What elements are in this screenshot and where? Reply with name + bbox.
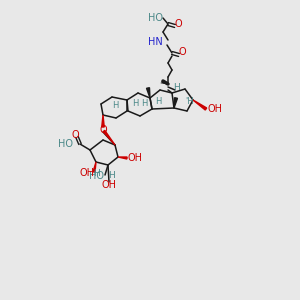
Text: HO: HO xyxy=(148,13,163,23)
Text: O: O xyxy=(99,125,107,135)
Text: OH: OH xyxy=(128,153,143,163)
Text: H: H xyxy=(112,101,118,110)
Text: H: H xyxy=(172,82,179,91)
Polygon shape xyxy=(102,115,104,127)
Text: HO: HO xyxy=(89,171,104,181)
Text: OH: OH xyxy=(79,168,94,178)
Polygon shape xyxy=(193,100,207,110)
Text: HN: HN xyxy=(148,37,163,47)
Text: O: O xyxy=(174,19,182,29)
Text: H: H xyxy=(108,172,115,181)
Polygon shape xyxy=(146,88,150,98)
Text: OH: OH xyxy=(101,180,116,190)
Polygon shape xyxy=(174,98,178,108)
Text: HO: HO xyxy=(58,139,73,149)
Polygon shape xyxy=(93,162,96,172)
Text: H: H xyxy=(132,100,138,109)
Polygon shape xyxy=(103,130,115,145)
Polygon shape xyxy=(118,157,127,159)
Text: H: H xyxy=(155,98,161,106)
Text: H: H xyxy=(94,169,100,178)
Text: O: O xyxy=(71,130,79,140)
Text: H: H xyxy=(141,100,147,109)
Text: OH: OH xyxy=(208,104,223,114)
Text: O: O xyxy=(178,47,186,57)
Text: 'H: 'H xyxy=(186,98,194,106)
